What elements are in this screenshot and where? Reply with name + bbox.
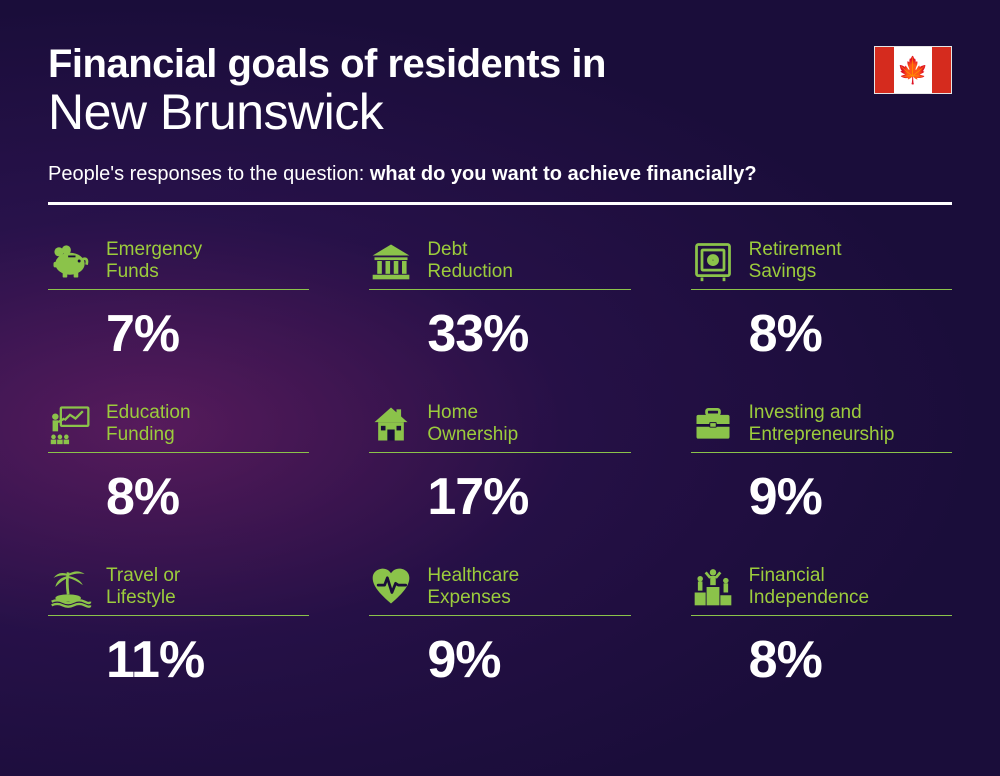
canada-flag-icon: 🍁 [874,46,952,94]
island-icon [48,565,92,609]
stat-home-ownership: HomeOwnership 17% [369,402,630,527]
stat-retirement-savings: RetirementSavings 8% [691,239,952,364]
stat-investing-entrepreneurship: Investing andEntrepreneurship 9% [691,402,952,527]
bank-icon [369,239,413,283]
title-line1: Financial goals of residents in [48,42,952,87]
safe-icon [691,239,735,283]
stat-financial-independence: FinancialIndependence 8% [691,565,952,690]
stat-value: 8% [749,630,952,690]
stat-label: Investing andEntrepreneurship [749,402,895,446]
stat-emergency-funds: EmergencyFunds 7% [48,239,309,364]
stat-value: 8% [749,304,952,364]
stats-grid: EmergencyFunds 7% DebtReduction 33% Reti… [48,239,952,690]
stat-value: 17% [427,467,630,527]
title-line2: New Brunswick [48,83,952,141]
podium-icon [691,565,735,609]
stat-label: FinancialIndependence [749,565,869,609]
subtitle-prefix: People's responses to the question: [48,163,370,185]
stat-label: Travel orLifestyle [106,565,180,609]
subtitle-bold: what do you want to achieve financially? [370,163,757,185]
stat-value: 9% [427,630,630,690]
piggy-bank-icon [48,239,92,283]
stat-label: EmergencyFunds [106,239,202,283]
stat-value: 7% [106,304,309,364]
header: Financial goals of residents in New Brun… [48,42,952,205]
stat-label: HomeOwnership [427,402,518,446]
presentation-icon [48,402,92,446]
stat-value: 33% [427,304,630,364]
stat-label: EducationFunding [106,402,191,446]
subtitle: People's responses to the question: what… [48,163,952,186]
divider [48,202,952,205]
stat-value: 8% [106,467,309,527]
heart-pulse-icon [369,565,413,609]
stat-debt-reduction: DebtReduction 33% [369,239,630,364]
stat-label: HealthcareExpenses [427,565,519,609]
stat-value: 11% [106,630,309,690]
stat-healthcare-expenses: HealthcareExpenses 9% [369,565,630,690]
stat-education-funding: EducationFunding 8% [48,402,309,527]
stat-label: DebtReduction [427,239,513,283]
house-icon [369,402,413,446]
stat-label: RetirementSavings [749,239,842,283]
stat-travel-lifestyle: Travel orLifestyle 11% [48,565,309,690]
briefcase-icon [691,402,735,446]
stat-value: 9% [749,467,952,527]
